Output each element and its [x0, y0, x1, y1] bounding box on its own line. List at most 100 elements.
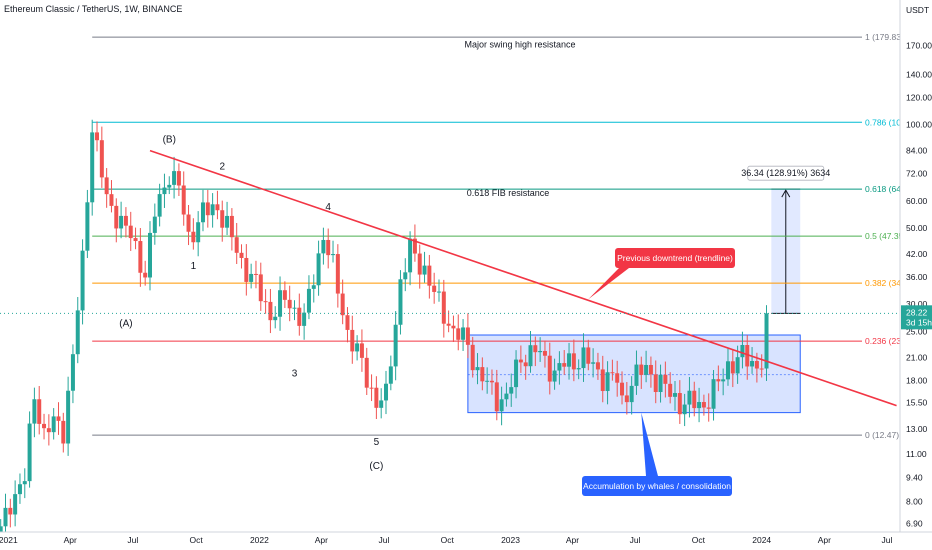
y-tick-label: 9.40: [906, 472, 923, 482]
accumulation-callout-pointer: [641, 412, 658, 476]
candle-body: [80, 250, 85, 311]
candle-body: [253, 273, 258, 275]
x-tick-label: Oct: [189, 535, 203, 545]
candle-body: [263, 301, 268, 303]
x-tick-label: Apr: [566, 535, 579, 545]
candle-body: [571, 353, 576, 370]
candle-body: [489, 380, 494, 383]
y-tick-label: 8.00: [906, 496, 923, 506]
candle-body: [518, 359, 523, 363]
candle-body: [278, 290, 283, 317]
last-price-value: 28.22: [906, 307, 928, 317]
wave-label: 3: [292, 368, 298, 379]
candle-body: [692, 390, 697, 409]
accumulation-callout-label: Accumulation by whales / consolidation: [583, 481, 731, 491]
candle-body: [70, 354, 75, 391]
candle-body: [311, 285, 316, 289]
candle-body: [359, 343, 364, 358]
y-tick-label: 170.00: [906, 41, 932, 51]
candle-body: [644, 364, 649, 375]
candle-body: [200, 202, 205, 223]
candle-body: [66, 390, 71, 444]
candle-body: [740, 345, 745, 358]
candle-body: [186, 214, 191, 232]
downtrend-callout-bg: [615, 248, 735, 268]
candle-body: [350, 329, 355, 352]
y-tick-label: 6.90: [906, 518, 923, 528]
candle-body: [735, 357, 740, 374]
y-tick-label: 42.00: [906, 249, 928, 259]
candle-body: [244, 257, 249, 282]
candle-body: [128, 225, 133, 239]
x-tick-label: Jul: [881, 535, 892, 545]
candle-body: [249, 273, 254, 282]
candle-body: [143, 272, 148, 278]
x-tick-label: 2022: [250, 535, 269, 545]
candle-body: [591, 362, 596, 364]
candle-body: [3, 507, 8, 527]
candle-body: [605, 372, 610, 392]
candle-body: [215, 204, 220, 211]
candle-body: [393, 324, 398, 367]
y-tick-label: 25.00: [906, 326, 928, 336]
candle-body: [22, 481, 27, 485]
fib-label: 0.618 (64.88): [865, 184, 916, 194]
candle-body: [562, 363, 567, 367]
candle-body: [504, 393, 509, 400]
candle-body: [321, 239, 326, 254]
candle-body: [152, 216, 157, 233]
candle-body: [172, 171, 177, 185]
candle-body: [576, 368, 581, 370]
candle-body: [384, 383, 389, 401]
candle-body: [292, 307, 297, 309]
candle-body: [759, 368, 764, 370]
candle-body: [234, 237, 239, 253]
candle-body: [369, 387, 374, 389]
candle-body: [441, 291, 446, 324]
candle-body: [610, 372, 615, 374]
candle-body: [446, 323, 451, 326]
candle-body: [225, 215, 230, 228]
candle-body: [595, 362, 600, 370]
candle-body: [374, 387, 379, 408]
x-tick-label: Oct: [441, 535, 455, 545]
candle-body: [600, 369, 605, 392]
fib-label: 0.382 (34.56): [865, 278, 916, 288]
y-tick-label: 100.00: [906, 120, 932, 130]
fib-label: 0.236 (23.41): [865, 336, 916, 346]
candle-body: [586, 347, 591, 364]
candle-body: [388, 366, 393, 384]
candle-body: [721, 379, 726, 382]
candle-body: [480, 367, 485, 382]
candle-body: [46, 428, 51, 433]
candle-body: [514, 359, 519, 388]
candle-body: [432, 285, 437, 292]
candle-body: [417, 253, 422, 275]
candle-body: [499, 399, 504, 412]
candle-body: [461, 327, 466, 340]
y-tick-label: 60.00: [906, 196, 928, 206]
candle-body: [624, 395, 629, 403]
candle-body: [412, 238, 417, 254]
downtrend-callout-pointer: [588, 268, 629, 300]
candle-body: [138, 241, 143, 273]
candle-body: [364, 357, 369, 388]
candle-body: [682, 404, 687, 415]
candle-body: [528, 345, 533, 367]
currency-label: USDT: [906, 5, 929, 15]
consolidation-box: [467, 334, 801, 414]
x-tick-label: Apr: [818, 535, 831, 545]
candle-body: [456, 328, 461, 340]
candle-body: [167, 184, 172, 188]
candle-body: [335, 254, 340, 294]
candle-body: [326, 239, 331, 256]
x-tick-label: 2021: [0, 535, 18, 545]
candle-body: [355, 343, 360, 352]
annotations: (A) (B) 1 2 3 4 5 (C) Major swing high resistanc…: [119, 39, 735, 496]
candle-body: [148, 232, 152, 278]
candle-body: [533, 345, 538, 353]
candle-body: [109, 194, 114, 206]
x-tick-label: Jul: [379, 535, 390, 545]
fib-levels: 1 (179.83) 0.786 (101.59) 0.618 (64.88) 0.5…: [92, 32, 920, 440]
